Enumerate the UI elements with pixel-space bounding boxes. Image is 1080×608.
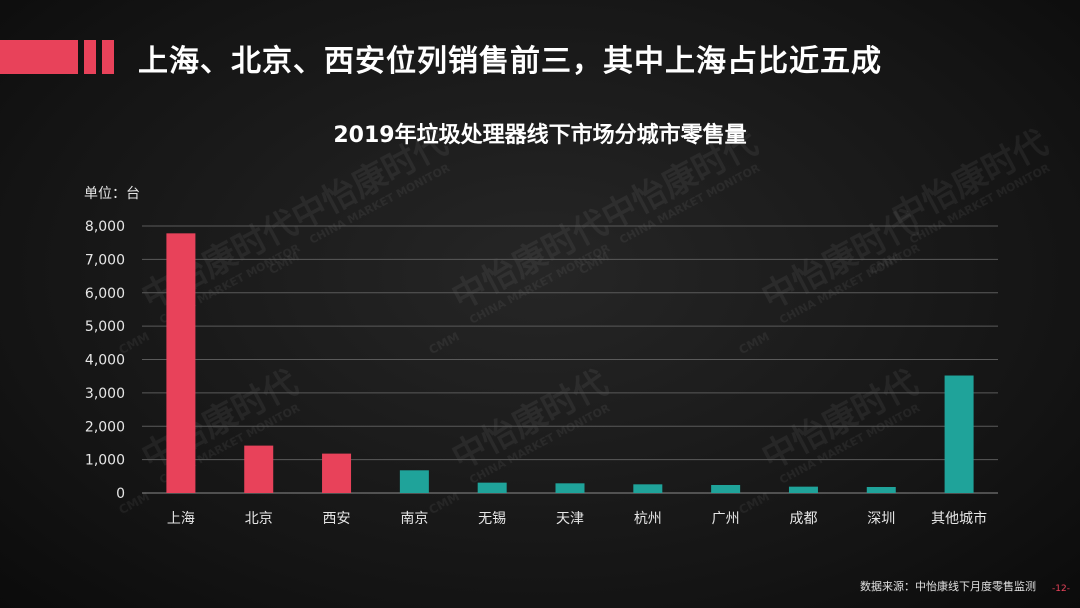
y-axis-ticks: 0 1,000 2,000 3,000 4,000 5,000 6,000 7,000 8,00… bbox=[85, 219, 125, 502]
watermark-badge: CMM bbox=[736, 489, 771, 517]
accent-bar-small bbox=[102, 40, 114, 74]
x-tick-label: 西安 bbox=[323, 511, 351, 527]
chart-bars bbox=[166, 233, 974, 493]
bar-0 bbox=[166, 233, 196, 493]
y-tick-label: 8,000 bbox=[85, 219, 125, 235]
chart-title: 2019年垃圾处理器线下市场分城市零售量 bbox=[333, 123, 747, 148]
y-tick-label: 2,000 bbox=[85, 419, 125, 435]
x-tick-label: 无锡 bbox=[478, 511, 506, 527]
x-tick-label: 其他城市 bbox=[931, 510, 987, 527]
y-tick-label: 5,000 bbox=[85, 319, 125, 335]
bar-5 bbox=[555, 483, 585, 493]
x-tick-label: 天津 bbox=[556, 511, 584, 527]
x-tick-label: 上海 bbox=[167, 511, 195, 527]
watermark-badge: CMM bbox=[736, 329, 771, 357]
bar-3 bbox=[399, 470, 429, 493]
bar-8 bbox=[788, 486, 818, 493]
watermark-badge: CMM bbox=[426, 489, 461, 517]
bar-7 bbox=[711, 484, 741, 493]
y-tick-label: 0 bbox=[116, 486, 125, 502]
bar-4 bbox=[477, 482, 507, 493]
x-tick-label: 广州 bbox=[712, 511, 740, 527]
bar-6 bbox=[633, 484, 663, 493]
y-tick-label: 1,000 bbox=[85, 453, 125, 469]
x-tick-label: 成都 bbox=[789, 511, 817, 527]
page-headline: 上海、北京、西安位列销售前三，其中上海占比近五成 bbox=[138, 44, 882, 79]
chart-grid bbox=[142, 225, 998, 494]
x-tick-label: 北京 bbox=[245, 511, 273, 527]
accent-bar-mid bbox=[84, 40, 96, 74]
data-source: 数据来源：中怡康线下月度零售监测 bbox=[860, 580, 1036, 593]
y-tick-label: 6,000 bbox=[85, 286, 125, 302]
bar-9 bbox=[866, 486, 896, 493]
x-tick-label: 深圳 bbox=[867, 511, 895, 527]
x-tick-label: 南京 bbox=[400, 511, 428, 527]
y-tick-label: 3,000 bbox=[85, 386, 125, 402]
y-tick-label: 7,000 bbox=[85, 252, 125, 268]
x-tick-label: 杭州 bbox=[634, 511, 662, 527]
bar-2 bbox=[322, 453, 352, 493]
y-tick-label: 4,000 bbox=[85, 353, 125, 369]
bar-1 bbox=[244, 445, 274, 493]
bar-10 bbox=[944, 375, 974, 493]
unit-label: 单位：台 bbox=[84, 186, 140, 202]
x-axis-labels: 上海 北京 西安 南京 无锡 天津 杭州 广州 成都 深圳 其他城市 bbox=[167, 510, 987, 527]
accent-bar-long bbox=[0, 40, 78, 74]
watermark-badge: CMM bbox=[426, 329, 461, 357]
page-number: -12- bbox=[1052, 584, 1070, 594]
